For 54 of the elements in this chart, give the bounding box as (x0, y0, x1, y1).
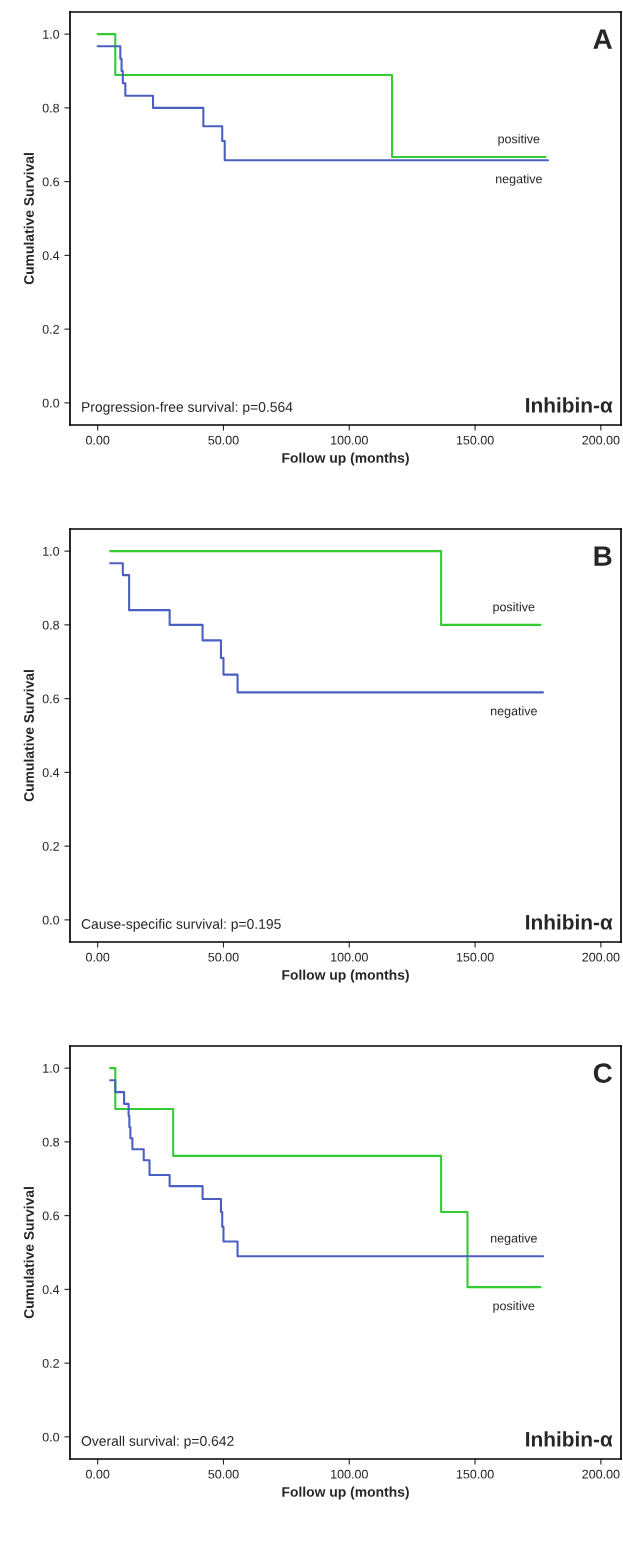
y-tick-label: 0.2 (42, 324, 59, 334)
x-axis-title: Follow up (months) (282, 452, 409, 466)
x-tick-label: 200.00 (582, 1469, 620, 1479)
x-tick-label: 100.00 (331, 952, 368, 962)
series-label: negative (491, 706, 537, 718)
x-tick-label: 200.00 (582, 952, 620, 962)
x-tick-label: 150.00 (456, 1469, 494, 1479)
x-axis-title: Follow up (months) (282, 1486, 409, 1500)
x-axis-title: Follow up (months) (282, 969, 409, 983)
y-axis-title: Cumulative Survival (23, 153, 34, 285)
y-tick-label: 1.0 (43, 546, 60, 556)
y-axis-title: Cumulative Survival (23, 670, 34, 802)
series-label: negative (496, 174, 542, 186)
y-tick-label: 0.0 (42, 915, 60, 925)
chart-title: C (593, 1063, 612, 1083)
x-tick-label: 50.00 (208, 435, 239, 445)
y-tick-label: 1.0 (43, 29, 60, 39)
x-tick-label: 0.00 (86, 952, 110, 962)
y-tick-label: 0.8 (42, 1137, 60, 1147)
y-tick-label: 0.8 (42, 620, 60, 630)
annotation: Inhibin-α (526, 397, 613, 413)
annotation: Overall survival: p=0.642 (81, 1435, 234, 1449)
y-tick-label: 0.6 (42, 694, 60, 704)
x-tick-label: 150.00 (456, 435, 494, 445)
y-tick-label: 0.6 (42, 1211, 60, 1221)
y-tick-label: 0.2 (42, 841, 59, 851)
x-tick-label: 150.00 (456, 952, 494, 962)
y-tick-label: 0.4 (42, 768, 60, 778)
y-tick-label: 0.4 (42, 1285, 60, 1295)
y-tick-label: 0.2 (42, 1358, 59, 1368)
x-tick-label: 200.00 (582, 435, 620, 445)
chart-title: B (594, 546, 612, 566)
series-label: negative (491, 1233, 537, 1246)
y-tick-label: 0.6 (42, 177, 60, 187)
y-tick-label: 0.0 (42, 1432, 60, 1442)
y-axis-title: Cumulative Survival (23, 1187, 34, 1319)
annotation: Inhibin-α (526, 1431, 613, 1447)
annotation: Inhibin-α (526, 914, 613, 930)
x-tick-label: 0.00 (86, 435, 110, 445)
y-tick-label: 0.4 (42, 251, 60, 261)
y-tick-label: 0.8 (42, 103, 60, 113)
series-label: positive (493, 1301, 535, 1313)
x-tick-label: 50.00 (208, 1469, 239, 1479)
annotation: Cause-specific survival: p=0.195 (81, 918, 281, 932)
annotation: Progression-free survival: p=0.564 (82, 401, 293, 415)
chart-title: A (593, 29, 612, 49)
x-tick-label: 50.00 (208, 952, 239, 962)
x-tick-label: 0.00 (86, 1469, 110, 1479)
x-tick-label: 100.00 (331, 435, 368, 445)
x-tick-label: 100.00 (331, 1469, 368, 1479)
y-tick-label: 1.0 (43, 1063, 60, 1073)
series-label: positive (498, 134, 540, 146)
series-label: positive (493, 602, 535, 614)
y-tick-label: 0.0 (42, 398, 60, 408)
